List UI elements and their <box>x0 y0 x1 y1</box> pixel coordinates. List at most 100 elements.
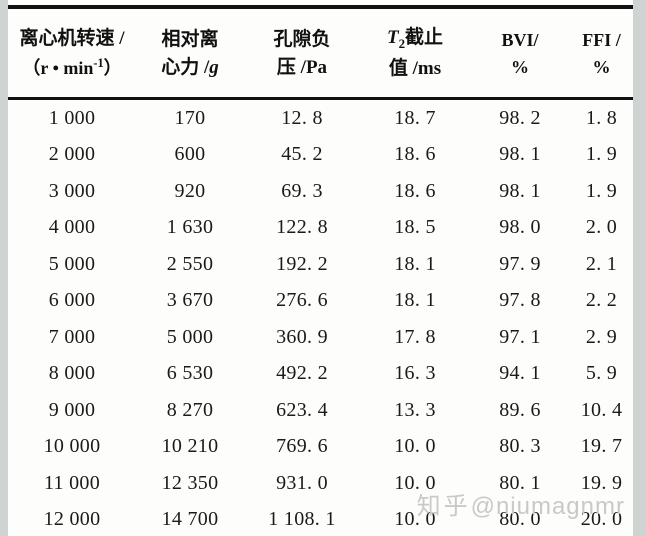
rcf-unit-symbol: g <box>209 56 219 78</box>
cell-rcf: 8 270 <box>166 398 214 421</box>
column-header-rcf-line2: 心力 /g <box>161 58 219 77</box>
column-header-t2cutoff-line1: T2截止 <box>387 28 443 51</box>
cell-rcf: 12 350 <box>161 471 219 494</box>
centrifuge-data-table: 离心机转速 / （r • min-1） 相对离 心力 /g 孔隙负 压 /Pa <box>8 5 633 536</box>
column-header-t2cutoff-line2: 值 /ms <box>388 58 442 80</box>
cell-t2cutoff: 18. 5 <box>394 216 436 239</box>
cell-bvi: 97. 9 <box>499 252 541 275</box>
column-header-speed-line2: （r • min-1） <box>22 57 121 77</box>
cell-t2cutoff: 13. 3 <box>394 398 436 421</box>
cell-rcf: 920 <box>174 179 206 202</box>
cell-t2cutoff: 10. 0 <box>394 435 436 458</box>
cell-speed: 1 000 <box>48 106 96 129</box>
cell-ffi: 5. 9 <box>585 362 618 385</box>
cell-bvi: 98. 1 <box>499 179 541 202</box>
cell-t2cutoff: 18. 6 <box>394 143 436 166</box>
cell-rcf: 5 000 <box>166 325 214 348</box>
cell-speed: 11 000 <box>43 471 101 494</box>
table-row: 2 000 600 45. 2 18. 6 98. 1 1. 9 <box>8 137 633 174</box>
cell-rcf: 170 <box>174 106 206 129</box>
cell-speed: 9 000 <box>48 398 96 421</box>
cell-t2cutoff: 18. 1 <box>394 289 436 312</box>
cell-speed: 3 000 <box>48 179 96 202</box>
t2-subscript: 2 <box>398 35 406 51</box>
speed-unit-suffix: ） <box>103 58 122 78</box>
cell-pressure: 276. 6 <box>276 289 328 312</box>
table-row: 11 000 12 350 931. 0 10. 0 80. 1 19. 9 <box>8 465 633 502</box>
cell-bvi: 80. 3 <box>499 435 541 458</box>
cell-ffi: 2. 2 <box>585 289 618 312</box>
cell-ffi: 2. 9 <box>585 325 618 348</box>
column-header-speed-line1: 离心机转速 / <box>19 28 125 49</box>
cell-bvi: 94. 1 <box>499 362 541 385</box>
column-header-t2cutoff: T2截止 值 /ms <box>360 5 470 100</box>
cell-speed: 2 000 <box>48 143 96 166</box>
cell-ffi: 19. 9 <box>580 471 623 494</box>
cell-rcf: 14 700 <box>161 508 219 531</box>
table-row: 6 000 3 670 276. 6 18. 1 97. 8 2. 2 <box>8 283 633 320</box>
cell-pressure: 69. 3 <box>281 179 323 202</box>
cell-bvi: 97. 8 <box>499 289 541 312</box>
cell-rcf: 1 630 <box>166 216 214 239</box>
cell-bvi: 98. 0 <box>499 216 541 239</box>
table-row: 9 000 8 270 623. 4 13. 3 89. 6 10. 4 <box>8 392 633 429</box>
cell-pressure: 1 108. 1 <box>268 508 336 531</box>
table-header-row: 离心机转速 / （r • min-1） 相对离 心力 /g 孔隙负 压 /Pa <box>8 5 633 100</box>
cell-t2cutoff: 18. 6 <box>394 179 436 202</box>
table-body: 1 000 170 12. 8 18. 7 98. 2 1. 8 2 000 6… <box>8 99 633 536</box>
cell-bvi: 98. 2 <box>499 106 541 129</box>
cell-speed: 4 000 <box>48 216 96 239</box>
cell-bvi: 89. 6 <box>499 398 541 421</box>
column-header-ffi: FFI / % <box>570 5 633 100</box>
cell-pressure: 192. 2 <box>276 252 328 275</box>
column-header-ffi-line1: FFI / <box>582 29 621 50</box>
column-header-rcf-line1: 相对离 <box>161 28 219 50</box>
table-row: 7 000 5 000 360. 9 17. 8 97. 1 2. 9 <box>8 319 633 356</box>
table-row: 5 000 2 550 192. 2 18. 1 97. 9 2. 1 <box>8 246 633 283</box>
cell-pressure: 492. 2 <box>276 362 328 385</box>
cell-ffi: 1. 8 <box>585 106 618 129</box>
cell-rcf: 600 <box>174 143 206 166</box>
column-header-rcf: 相对离 心力 /g <box>136 5 244 100</box>
cell-t2cutoff: 18. 1 <box>394 252 436 275</box>
rcf-unit-prefix: 心力 / <box>161 56 210 78</box>
cell-t2cutoff: 18. 7 <box>394 106 436 129</box>
column-header-ffi-line2: % <box>592 56 611 77</box>
column-header-pressure-line1: 孔隙负 <box>273 28 331 50</box>
cell-rcf: 10 210 <box>161 435 219 458</box>
cell-bvi: 80. 0 <box>499 508 541 531</box>
column-header-bvi: BVI/ % <box>470 5 570 100</box>
cell-bvi: 98. 1 <box>499 143 541 166</box>
cell-rcf: 6 530 <box>166 362 214 385</box>
cell-ffi: 19. 7 <box>580 435 623 458</box>
cell-bvi: 80. 1 <box>499 471 541 494</box>
cell-pressure: 931. 0 <box>276 471 328 494</box>
cell-pressure: 12. 8 <box>281 106 323 129</box>
cell-ffi: 2. 1 <box>585 252 618 275</box>
cell-speed: 10 000 <box>43 435 101 458</box>
cell-pressure: 45. 2 <box>281 143 323 166</box>
column-header-pressure: 孔隙负 压 /Pa <box>244 5 360 100</box>
table-row: 10 000 10 210 769. 6 10. 0 80. 3 19. 7 <box>8 429 633 466</box>
cell-speed: 6 000 <box>48 289 96 312</box>
cell-rcf: 2 550 <box>166 252 214 275</box>
table-row: 8 000 6 530 492. 2 16. 3 94. 1 5. 9 <box>8 356 633 393</box>
cell-pressure: 623. 4 <box>276 398 328 421</box>
cell-speed: 12 000 <box>43 508 101 531</box>
cell-pressure: 769. 6 <box>276 435 328 458</box>
cell-ffi: 1. 9 <box>585 143 618 166</box>
table-row: 3 000 920 69. 3 18. 6 98. 1 1. 9 <box>8 173 633 210</box>
column-header-speed: 离心机转速 / （r • min-1） <box>8 5 136 100</box>
column-header-pressure-line2: 压 /Pa <box>276 56 328 78</box>
cell-t2cutoff: 10. 0 <box>394 471 436 494</box>
cell-speed: 8 000 <box>48 362 96 385</box>
column-header-bvi-line1: BVI/ <box>501 29 539 50</box>
table-header: 离心机转速 / （r • min-1） 相对离 心力 /g 孔隙负 压 /Pa <box>8 5 633 100</box>
cell-ffi: 1. 9 <box>585 179 618 202</box>
t2-label-text: 截止 <box>405 26 444 48</box>
table-figure: 离心机转速 / （r • min-1） 相对离 心力 /g 孔隙负 压 /Pa <box>8 0 633 536</box>
cell-speed: 7 000 <box>48 325 96 348</box>
cell-pressure: 360. 9 <box>276 325 328 348</box>
cell-ffi: 10. 4 <box>580 398 623 421</box>
cell-ffi: 2. 0 <box>585 216 618 239</box>
